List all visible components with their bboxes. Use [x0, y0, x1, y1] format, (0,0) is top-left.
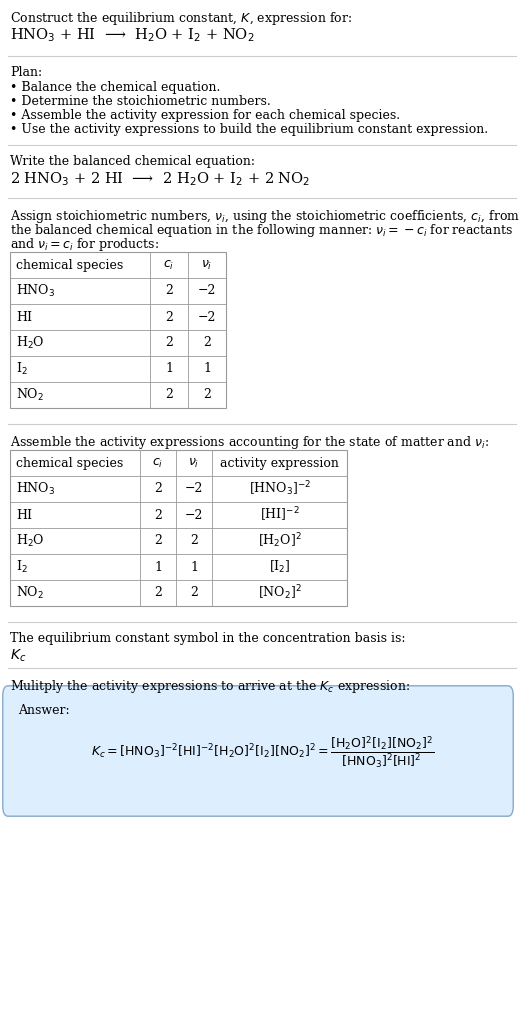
Text: the balanced chemical equation in the following manner: $\nu_i = -c_i$ for react: the balanced chemical equation in the fo…	[10, 222, 513, 239]
Text: HI: HI	[16, 310, 32, 324]
Text: chemical species: chemical species	[16, 456, 123, 470]
Text: $c_i$: $c_i$	[152, 456, 163, 470]
Text: 2: 2	[203, 337, 211, 349]
Text: $\nu_i$: $\nu_i$	[188, 456, 200, 470]
FancyBboxPatch shape	[3, 686, 513, 816]
Text: 2: 2	[154, 483, 162, 495]
Text: I$_2$: I$_2$	[16, 361, 28, 377]
Text: 2: 2	[154, 586, 162, 599]
Text: The equilibrium constant symbol in the concentration basis is:: The equilibrium constant symbol in the c…	[10, 632, 406, 645]
Text: Plan:: Plan:	[10, 66, 42, 79]
Text: 1: 1	[154, 561, 162, 574]
Text: Answer:: Answer:	[18, 704, 70, 717]
Text: • Balance the chemical equation.: • Balance the chemical equation.	[10, 81, 221, 94]
Text: $K_c$: $K_c$	[10, 648, 26, 665]
Text: 2: 2	[154, 508, 162, 522]
Text: 2: 2	[165, 310, 173, 324]
Bar	[10, 252, 226, 408]
Text: $c_i$: $c_i$	[163, 258, 174, 272]
Text: 1: 1	[190, 561, 198, 574]
Text: • Determine the stoichiometric numbers.: • Determine the stoichiometric numbers.	[10, 95, 271, 108]
Text: HI: HI	[16, 508, 32, 522]
Text: 2: 2	[203, 389, 211, 401]
Text: $\nu_i$: $\nu_i$	[201, 258, 213, 272]
Text: 1: 1	[165, 362, 173, 376]
Text: NO$_2$: NO$_2$	[16, 585, 44, 601]
Text: chemical species: chemical species	[16, 258, 123, 272]
Text: 2: 2	[190, 535, 198, 547]
Text: 2: 2	[190, 586, 198, 599]
Text: [H$_2$O]$^{2}$: [H$_2$O]$^{2}$	[258, 532, 301, 550]
Text: NO$_2$: NO$_2$	[16, 387, 44, 403]
Bar	[10, 450, 347, 606]
Text: HNO$_3$: HNO$_3$	[16, 283, 55, 299]
Text: activity expression: activity expression	[220, 456, 339, 470]
Text: 2: 2	[165, 285, 173, 297]
Text: −2: −2	[185, 483, 203, 495]
Text: H$_2$O: H$_2$O	[16, 533, 45, 549]
Text: • Use the activity expressions to build the equilibrium constant expression.: • Use the activity expressions to build …	[10, 123, 488, 136]
Text: H$_2$O: H$_2$O	[16, 335, 45, 351]
Text: Assemble the activity expressions accounting for the state of matter and $\nu_i$: Assemble the activity expressions accoun…	[10, 434, 489, 451]
Text: [HNO$_3$]$^{-2}$: [HNO$_3$]$^{-2}$	[248, 480, 311, 498]
Text: [HI]$^{-2}$: [HI]$^{-2}$	[260, 505, 299, 524]
Text: Write the balanced chemical equation:: Write the balanced chemical equation:	[10, 155, 255, 168]
Text: $K_c = [\mathrm{HNO_3}]^{-2}[\mathrm{HI}]^{-2}[\mathrm{H_2O}]^{2}[\mathrm{I_2}][: $K_c = [\mathrm{HNO_3}]^{-2}[\mathrm{HI}…	[91, 734, 434, 770]
Text: and $\nu_i = c_i$ for products:: and $\nu_i = c_i$ for products:	[10, 236, 159, 253]
Text: 1: 1	[203, 362, 211, 376]
Text: 2: 2	[165, 389, 173, 401]
Text: I$_2$: I$_2$	[16, 558, 28, 575]
Text: Mulitply the activity expressions to arrive at the $K_c$ expression:: Mulitply the activity expressions to arr…	[10, 678, 410, 695]
Text: −2: −2	[198, 285, 216, 297]
Text: [I$_2$]: [I$_2$]	[269, 558, 290, 575]
Text: 2 HNO$_3$ + 2 HI  ⟶  2 H$_2$O + I$_2$ + 2 NO$_2$: 2 HNO$_3$ + 2 HI ⟶ 2 H$_2$O + I$_2$ + 2 …	[10, 171, 310, 188]
Text: −2: −2	[198, 310, 216, 324]
Text: Assign stoichiometric numbers, $\nu_i$, using the stoichiometric coefficients, $: Assign stoichiometric numbers, $\nu_i$, …	[10, 208, 520, 225]
Text: HNO$_3$ + HI  ⟶  H$_2$O + I$_2$ + NO$_2$: HNO$_3$ + HI ⟶ H$_2$O + I$_2$ + NO$_2$	[10, 26, 255, 44]
Text: [NO$_2$]$^{2}$: [NO$_2$]$^{2}$	[258, 584, 301, 602]
Text: −2: −2	[185, 508, 203, 522]
Text: Construct the equilibrium constant, $K$, expression for:: Construct the equilibrium constant, $K$,…	[10, 10, 352, 27]
Text: 2: 2	[165, 337, 173, 349]
Text: • Assemble the activity expression for each chemical species.: • Assemble the activity expression for e…	[10, 109, 400, 121]
Text: HNO$_3$: HNO$_3$	[16, 481, 55, 497]
Text: 2: 2	[154, 535, 162, 547]
